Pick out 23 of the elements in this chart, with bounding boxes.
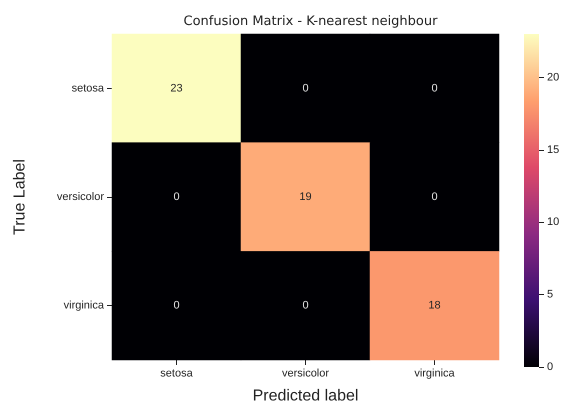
data-label: 19 [299, 191, 312, 203]
data-label: 0 [302, 300, 309, 312]
x-tick-label: virginica [414, 368, 456, 380]
data-label: 23 [170, 82, 183, 94]
data-label: 0 [431, 82, 438, 94]
y-tick-label: virginica [64, 300, 105, 312]
data-label: 0 [302, 82, 309, 94]
y-tick-label: setosa [72, 82, 105, 94]
x-tick-label: versicolor [282, 368, 330, 380]
color-bar-label: 10 [547, 216, 560, 228]
x-tick-label: setosa [160, 368, 194, 380]
y-tick-label: versicolor [56, 191, 104, 203]
data-label: 18 [428, 300, 441, 312]
data-label: 0 [173, 191, 180, 203]
data-label: 0 [173, 300, 180, 312]
color-bar-label: 0 [547, 361, 554, 373]
y-axis-title: True Label [12, 159, 28, 235]
data-label: 0 [431, 191, 438, 203]
color-bar-label: 5 [547, 288, 554, 301]
chart-title: Confusion Matrix - K-nearest neighbour [184, 14, 438, 29]
color-bar-label: 15 [547, 144, 560, 156]
color-bar-label: 20 [547, 71, 560, 84]
x-axis-title: Predicted label [252, 388, 358, 404]
